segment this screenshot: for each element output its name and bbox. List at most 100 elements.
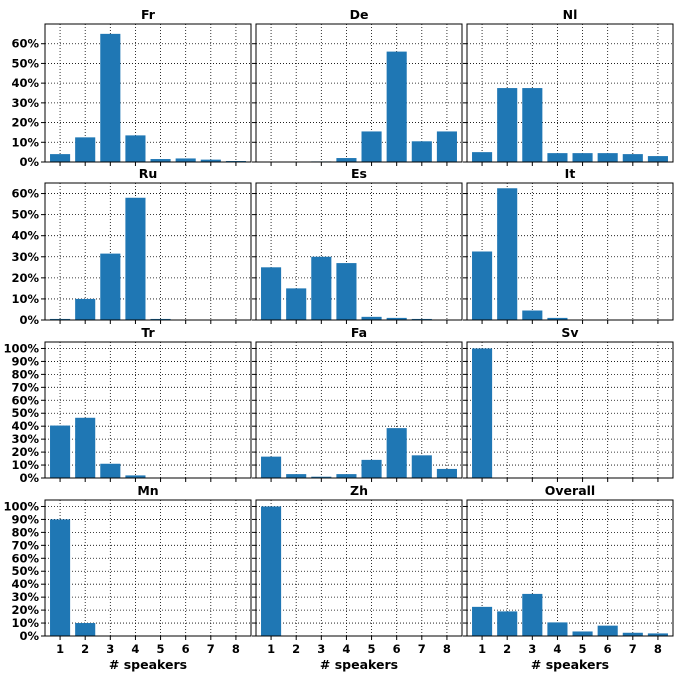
y-tick-label: 30% [11, 590, 39, 604]
bar-fr-3 [100, 33, 121, 162]
x-tick-label: 8 [443, 642, 451, 656]
bar-tr-2 [75, 417, 96, 478]
y-tick-label: 30% [11, 432, 39, 446]
bar-it-3 [522, 310, 543, 320]
bar-nl-1 [472, 152, 493, 162]
y-tick-label: 100% [3, 341, 39, 355]
x-tick-label: 6 [604, 642, 612, 656]
x-tick-label: 7 [629, 642, 637, 656]
y-tick-label: 0% [19, 471, 39, 485]
y-tick-label: 90% [11, 512, 39, 526]
y-tick-label: 30% [11, 96, 39, 110]
bar-mn-1 [50, 519, 71, 636]
bar-fa-5 [361, 459, 382, 478]
bar-es-4 [336, 263, 357, 320]
bar-de-6 [386, 51, 407, 162]
axes-frame [44, 341, 252, 479]
y-tick-label: 40% [11, 419, 39, 433]
bar-it-4 [547, 317, 568, 320]
x-axis-label: # speakers [109, 657, 187, 672]
x-tick-label: 4 [131, 642, 139, 656]
axes-frame [255, 23, 463, 163]
panel-title: Overall [545, 483, 595, 498]
panel-de: De [252, 7, 463, 166]
bar-overall-4 [547, 622, 568, 636]
x-tick-label: 8 [232, 642, 240, 656]
y-tick-label: 50% [11, 208, 39, 222]
axes-frame [44, 182, 252, 321]
panel-es: Es [252, 166, 463, 324]
bar-overall-2 [497, 611, 518, 636]
bar-tr-4 [125, 475, 146, 478]
bar-es-2 [286, 288, 307, 320]
panel-fa: Fa [252, 325, 463, 482]
y-tick-label: 70% [11, 538, 39, 552]
bar-nl-2 [497, 88, 518, 162]
bar-de-4 [336, 158, 357, 162]
x-tick-label: 6 [393, 642, 401, 656]
panel-title: Tr [141, 325, 155, 340]
axes-frame [255, 182, 463, 321]
bar-nl-7 [622, 154, 643, 162]
x-tick-label: 3 [528, 642, 536, 656]
bar-overall-3 [522, 593, 543, 636]
y-tick-label: 60% [11, 393, 39, 407]
x-axis-label: # speakers [320, 657, 398, 672]
panel-title: De [350, 7, 369, 22]
bar-de-8 [436, 131, 457, 162]
axes-frame [466, 341, 674, 479]
panel-nl: Nl [463, 7, 674, 166]
x-tick-label: 5 [579, 642, 587, 656]
bar-nl-6 [597, 153, 618, 162]
x-tick-label: 4 [553, 642, 561, 656]
bar-es-5 [361, 316, 382, 320]
y-tick-label: 50% [11, 406, 39, 420]
panel-title: Nl [563, 7, 578, 22]
bar-de-7 [411, 141, 432, 162]
x-tick-label: 3 [106, 642, 114, 656]
bar-nl-3 [522, 88, 543, 162]
bar-nl-5 [572, 153, 593, 162]
panel-it: It [463, 166, 674, 324]
bar-overall-6 [597, 625, 618, 636]
y-tick-label: 50% [11, 564, 39, 578]
bar-fr-2 [75, 137, 96, 162]
bar-tr-1 [50, 425, 71, 478]
bar-fr-5 [150, 159, 171, 162]
y-tick-label: 80% [11, 367, 39, 381]
x-tick-label: 4 [342, 642, 350, 656]
x-tick-label: 8 [654, 642, 662, 656]
bar-es-7 [411, 318, 432, 320]
x-tick-label: 7 [207, 642, 215, 656]
bar-zh-1 [261, 506, 282, 636]
y-tick-label: 100% [3, 499, 39, 513]
bar-es-6 [386, 317, 407, 320]
bar-mn-2 [75, 623, 96, 636]
bar-overall-7 [622, 632, 643, 636]
panel-title: Fa [351, 325, 367, 340]
bar-fa-3 [311, 476, 332, 478]
bar-tr-3 [100, 463, 121, 478]
y-tick-label: 60% [11, 37, 39, 51]
bar-it-1 [472, 251, 493, 320]
bar-it-2 [497, 188, 518, 320]
panel-ru: Ru 0% 10% 20% 30% 40% 50% 60% [11, 166, 252, 327]
y-tick-label: 40% [11, 76, 39, 90]
bar-fr-1 [50, 154, 71, 162]
panel-sv: Sv [463, 325, 674, 482]
panel-title: Zh [350, 483, 368, 498]
panel-title: It [565, 166, 576, 181]
y-tick-label: 60% [11, 187, 39, 201]
y-tick-label: 60% [11, 551, 39, 565]
x-tick-label: 5 [368, 642, 376, 656]
bar-fa-4 [336, 474, 357, 478]
panel-title: Fr [141, 7, 156, 22]
x-axis-label: # speakers [531, 657, 609, 672]
panel-title: Sv [561, 325, 578, 340]
panel-title: Ru [139, 166, 158, 181]
bar-fr-6 [175, 158, 196, 162]
panel-mn: Mn 0%10%20%30%40%50%60%70%80%90%100% 1 2 3 4 5… [3, 483, 252, 672]
axes-frame [466, 182, 674, 321]
axes-frame [44, 23, 252, 163]
